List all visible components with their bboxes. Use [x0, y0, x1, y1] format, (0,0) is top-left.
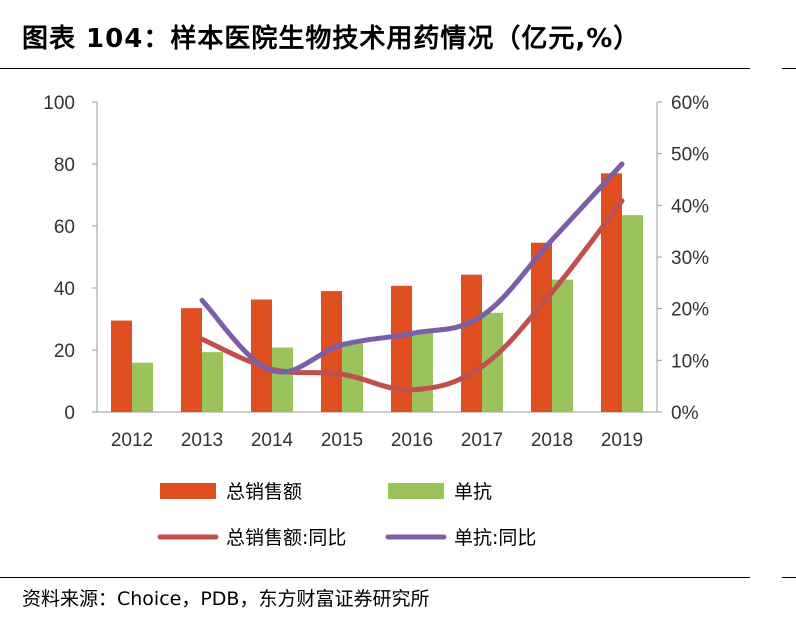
x-tick-label: 2014 — [251, 430, 294, 451]
legend-label-1: 总销售额 — [226, 481, 302, 503]
legend-swatch-2 — [388, 483, 444, 499]
top-divider-right — [782, 68, 796, 69]
bar-total-sales — [181, 308, 202, 412]
bars — [111, 173, 643, 412]
bar-antibody — [132, 362, 153, 412]
x-tick-label: 2013 — [181, 430, 223, 451]
right-tick-label: 60% — [671, 93, 709, 114]
x-tick-label: 2019 — [601, 430, 643, 451]
right-tick-label: 20% — [671, 300, 709, 321]
bar-total-sales — [531, 242, 552, 412]
right-tick-label: 30% — [671, 248, 709, 269]
bar-antibody — [272, 347, 293, 412]
bar-antibody — [622, 215, 643, 412]
left-tick-label: 60 — [54, 217, 75, 238]
left-tick-label: 40 — [54, 279, 75, 300]
bar-total-sales — [251, 299, 272, 412]
legend-swatch-1 — [160, 483, 216, 499]
left-axis: 0 20 40 60 80 100 — [43, 93, 98, 424]
right-tick-label: 10% — [671, 351, 709, 372]
legend-label-3: 总销售额:同比 — [226, 527, 346, 549]
left-tick-label: 0 — [64, 403, 75, 424]
bar-antibody — [412, 332, 433, 412]
x-axis: 2012 2013 2014 2015 2016 2017 2018 2019 — [97, 411, 657, 451]
line-antibody-yoy — [199, 161, 625, 375]
x-tick-label: 2015 — [321, 430, 363, 451]
bar-antibody — [482, 312, 503, 412]
legend-label-2: 单抗 — [454, 481, 492, 503]
chart-title: 图表 104：样本医院生物技术用药情况（亿元,%） — [22, 24, 641, 54]
x-tick-label: 2018 — [531, 430, 573, 451]
right-tick-label: 0% — [671, 403, 699, 424]
bottom-divider-right — [782, 577, 796, 578]
x-tick-label: 2012 — [111, 430, 153, 451]
right-tick-label: 50% — [671, 145, 709, 166]
left-tick-label: 20 — [54, 341, 75, 362]
x-tick-label: 2017 — [461, 430, 503, 451]
bar-total-sales — [111, 320, 132, 412]
right-axis: 0% 10% 20% 30% 40% 50% 60% — [656, 93, 709, 424]
bar-total-sales — [391, 285, 412, 412]
bar-antibody — [202, 352, 223, 412]
source-note: 资料来源：Choice，PDB，东方财富证券研究所 — [22, 588, 430, 610]
x-tick-label: 2016 — [391, 430, 433, 451]
bottom-divider — [0, 577, 750, 578]
bar-antibody — [552, 279, 573, 412]
bar-total-sales — [601, 173, 622, 412]
lines — [199, 161, 625, 393]
left-tick-label: 80 — [54, 155, 75, 176]
right-tick-label: 40% — [671, 196, 709, 217]
top-divider — [0, 68, 750, 69]
left-tick-label: 100 — [43, 93, 75, 114]
legend-label-4: 单抗:同比 — [454, 527, 536, 549]
bar-total-sales — [461, 274, 482, 412]
